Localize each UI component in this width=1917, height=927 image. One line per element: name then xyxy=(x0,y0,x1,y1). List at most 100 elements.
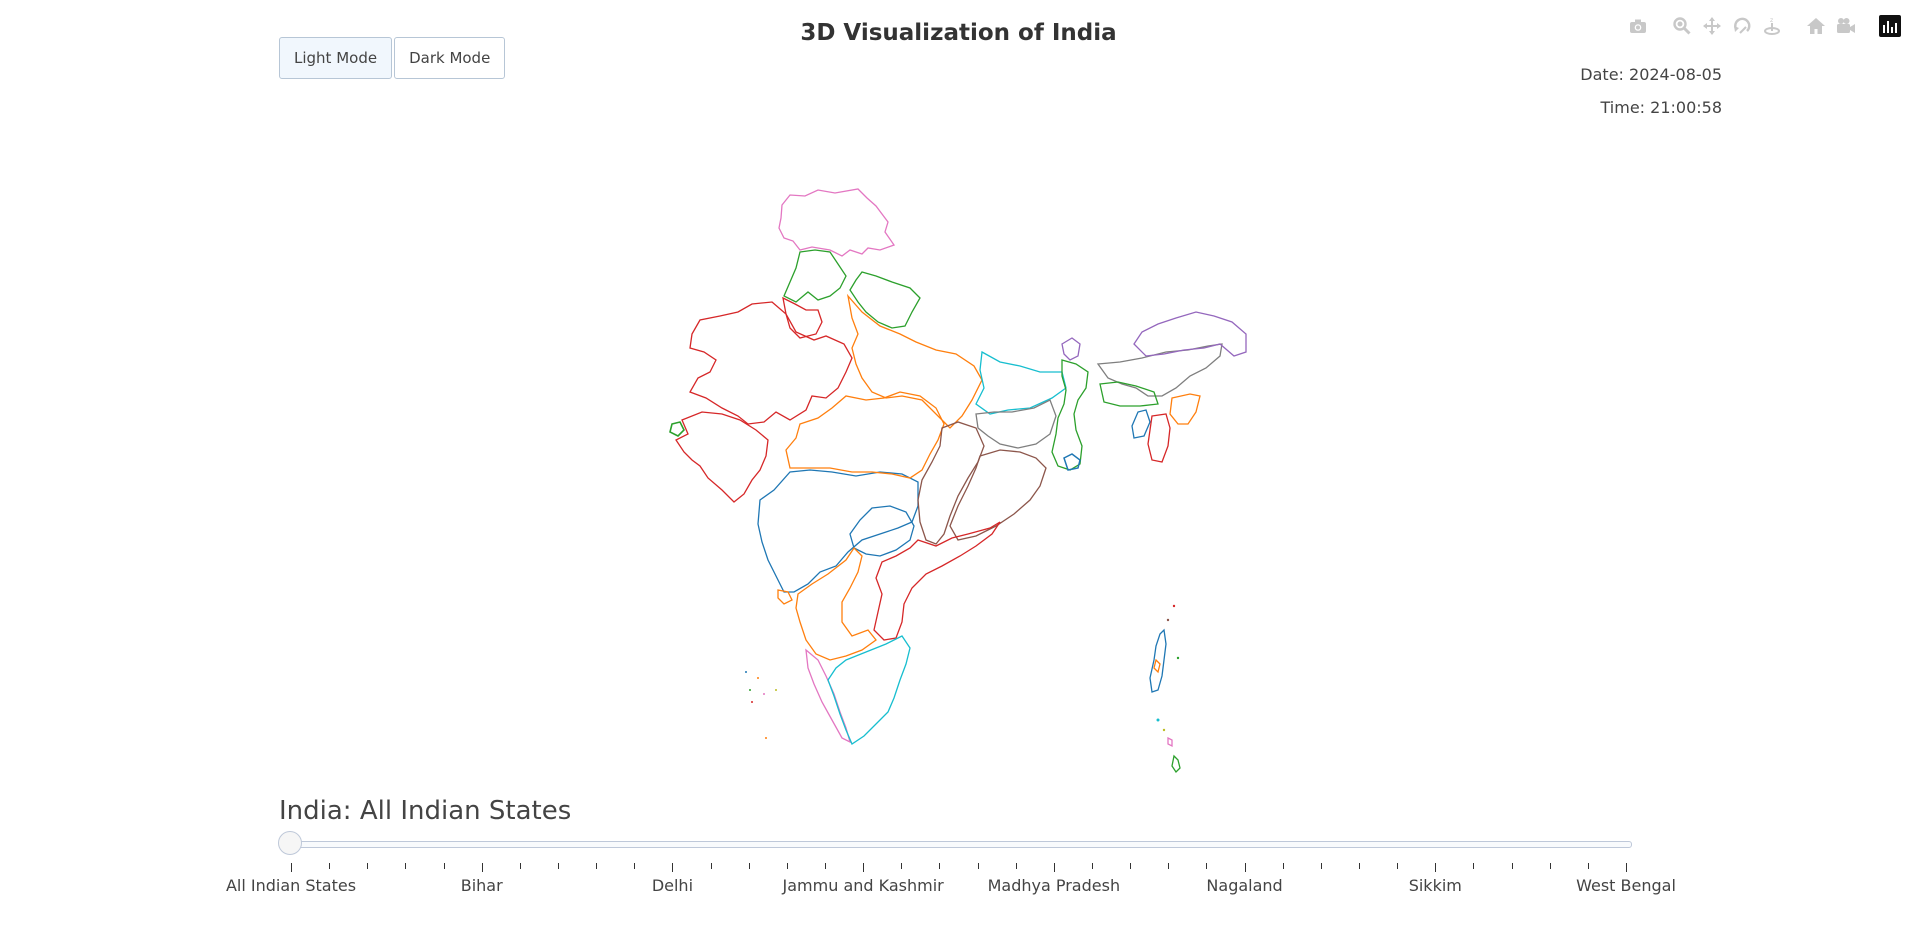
slider-tick xyxy=(786,863,788,869)
state-sikkim[interactable] xyxy=(1061,337,1081,361)
state-nagaland[interactable] xyxy=(1169,393,1201,425)
slider-step-label[interactable]: Jammu and Kashmir xyxy=(782,876,944,895)
slider-current-label: India: All Indian States xyxy=(279,796,572,826)
slider-tick xyxy=(1206,863,1208,869)
state-meghalaya[interactable] xyxy=(1099,381,1159,407)
state-west-bengal[interactable] xyxy=(1051,359,1089,471)
slider-tick xyxy=(634,863,636,869)
slider-tick xyxy=(1320,863,1322,869)
island-dot xyxy=(1162,728,1166,732)
slider-tick xyxy=(519,863,521,869)
slider-tick xyxy=(1397,863,1399,869)
slider-tick xyxy=(1168,863,1170,869)
slider-tick xyxy=(596,863,598,869)
state-karnataka[interactable] xyxy=(795,546,877,661)
zoom-icon[interactable] xyxy=(1667,13,1697,39)
island-dot xyxy=(1166,618,1170,622)
state-kerala[interactable] xyxy=(805,648,852,744)
state-tamil-nadu[interactable] xyxy=(827,635,911,745)
slider-tick xyxy=(1511,863,1513,869)
state-maharashtra[interactable] xyxy=(757,469,919,593)
island-dot xyxy=(763,693,765,695)
slider-step-label[interactable]: All Indian States xyxy=(225,876,357,895)
slider-tick xyxy=(901,863,903,869)
time-text: Time: 21:00:58 xyxy=(1600,98,1723,117)
state-delta-cluster xyxy=(1063,453,1081,471)
slider-tick xyxy=(558,863,559,869)
camera-icon[interactable] xyxy=(1623,13,1653,39)
state-assam[interactable] xyxy=(1096,343,1223,397)
slider-tick xyxy=(863,863,865,872)
island-dot xyxy=(757,677,759,679)
island-dot xyxy=(1156,718,1160,722)
state-telangana[interactable] xyxy=(849,505,915,557)
state-chhattisgarh[interactable] xyxy=(917,421,985,545)
state-bihar[interactable] xyxy=(975,350,1067,415)
slider-tick xyxy=(1587,863,1589,869)
slider-tick xyxy=(405,863,407,869)
theme-buttons: Light Mode Dark Mode xyxy=(279,37,506,79)
pan-icon[interactable] xyxy=(1697,13,1727,39)
state-tripura[interactable] xyxy=(1131,409,1151,439)
slider-tick xyxy=(1359,863,1360,869)
dark-mode-button[interactable]: Dark Mode xyxy=(394,37,506,79)
slider-step-label[interactable]: Delhi xyxy=(651,876,694,895)
island-dot xyxy=(765,737,767,739)
state-goa[interactable] xyxy=(777,589,793,605)
slider-step-label[interactable]: Nagaland xyxy=(1206,876,1283,895)
camera-last-save-icon[interactable] xyxy=(1831,13,1861,39)
page-title: 3D Visualization of India xyxy=(800,20,1117,46)
state-jharkhand[interactable] xyxy=(975,399,1057,449)
state-rajasthan[interactable] xyxy=(689,301,853,425)
slider-tick xyxy=(291,863,292,872)
slider-tick xyxy=(481,863,483,872)
islands-andaman[interactable] xyxy=(1149,628,1167,693)
slider-track[interactable] xyxy=(280,841,1632,848)
slider-step-label[interactable]: Sikkim xyxy=(1408,876,1462,895)
plotly-logo-icon[interactable] xyxy=(1875,13,1905,39)
slider-tick xyxy=(939,863,941,869)
reset-camera-icon[interactable] xyxy=(1801,13,1831,39)
modebar: z xyxy=(1609,13,1905,39)
slider-tick xyxy=(1282,863,1284,869)
state-himachal[interactable] xyxy=(783,249,847,303)
slider-tick xyxy=(1130,863,1132,869)
orbit-rotation-icon[interactable] xyxy=(1727,13,1757,39)
state-uttar-pradesh[interactable] xyxy=(846,293,983,429)
state-punjab[interactable] xyxy=(782,296,823,339)
slider-tick xyxy=(1092,863,1093,869)
slider-step-label[interactable]: West Bengal xyxy=(1576,876,1676,895)
islands-andaman-north xyxy=(1153,658,1161,674)
slider-tick xyxy=(1473,863,1475,869)
slider-tick xyxy=(367,863,369,869)
slider-tick xyxy=(329,863,331,869)
state-andhra-pradesh[interactable] xyxy=(873,521,1001,641)
turntable-rotation-icon[interactable]: z xyxy=(1757,13,1787,39)
slider-tick xyxy=(1549,863,1551,869)
island-dot xyxy=(1176,656,1180,660)
state-jammu-kashmir[interactable] xyxy=(778,188,896,257)
slider-tick xyxy=(1244,863,1246,872)
state-uttarakhand[interactable] xyxy=(849,271,921,329)
state-odisha[interactable] xyxy=(949,449,1047,541)
slider-handle[interactable] xyxy=(278,831,302,855)
datetime-panel: Date: 2024-08-05 Time: 21:00:58 xyxy=(1580,58,1722,124)
slider-tick xyxy=(1435,863,1437,872)
state-madhya-pradesh[interactable] xyxy=(785,391,945,479)
slider-tick xyxy=(1626,863,1627,872)
light-mode-button[interactable]: Light Mode xyxy=(279,37,393,79)
slider-tick xyxy=(825,863,826,869)
island-dot xyxy=(1172,604,1176,608)
slider-tick xyxy=(1015,863,1017,869)
slider-tick xyxy=(710,863,712,869)
slider-step-label[interactable]: Bihar xyxy=(460,876,503,895)
state-arunachal[interactable] xyxy=(1133,311,1247,357)
date-text: Date: 2024-08-05 xyxy=(1580,65,1722,84)
state-gujarat[interactable] xyxy=(675,411,769,503)
islands-nicobar[interactable] xyxy=(1171,754,1181,774)
slider-step-label[interactable]: Madhya Pradesh xyxy=(987,876,1121,895)
india-map[interactable] xyxy=(0,0,1917,800)
island-dot xyxy=(749,689,751,691)
island-dot xyxy=(775,689,777,691)
state-mizoram[interactable] xyxy=(1147,413,1171,463)
